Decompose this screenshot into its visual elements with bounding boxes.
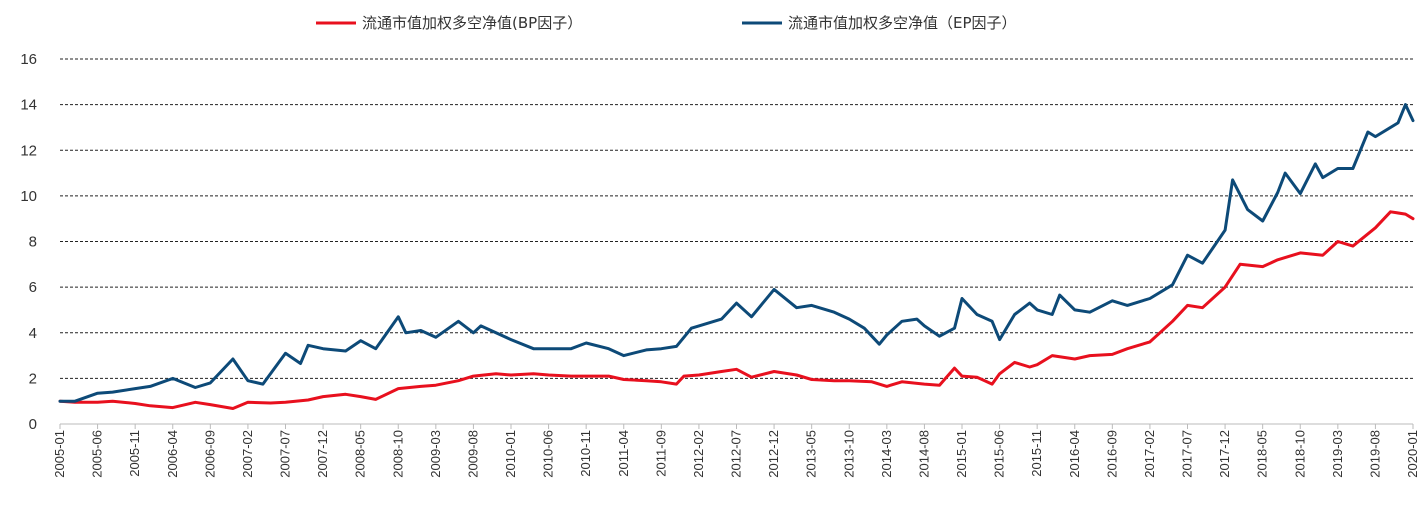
y-tick-label: 14 xyxy=(20,97,37,114)
y-tick-label: 16 xyxy=(20,51,37,68)
x-tick-label: 2017-12 xyxy=(1217,430,1232,478)
legend-label-ep: 流通市值加权多空净值（EP因子） xyxy=(788,14,1017,32)
legend: 流通市值加权多空净值(BP因子） 流通市值加权多空净值（EP因子） xyxy=(316,14,1017,32)
x-tick-label: 2007-02 xyxy=(240,430,255,478)
x-tick-label: 2005-06 xyxy=(90,430,105,478)
x-tick-label: 2019-08 xyxy=(1367,430,1382,478)
x-tick-label: 2011-09 xyxy=(653,430,668,477)
x-tick-label: 2012-12 xyxy=(766,430,781,478)
x-tick-label: 2017-07 xyxy=(1180,430,1195,478)
x-tick-label: 2012-02 xyxy=(691,430,706,478)
x-tick-label: 2017-02 xyxy=(1142,430,1157,478)
x-tick-label: 2019-03 xyxy=(1330,430,1345,478)
x-tick-label: 2008-05 xyxy=(353,430,368,478)
gridlines xyxy=(60,58,1413,379)
y-tick-label: 12 xyxy=(20,142,37,159)
y-tick-label: 0 xyxy=(29,416,37,433)
x-tick-label: 2010-11 xyxy=(578,430,593,477)
x-tick-label: 2011-04 xyxy=(616,430,631,477)
ep-factor-line xyxy=(58,103,1415,403)
y-tick-label: 10 xyxy=(20,188,37,205)
x-tick-label: 2015-06 xyxy=(992,430,1007,478)
x-tick-label: 2014-08 xyxy=(916,430,931,478)
y-tick-label: 8 xyxy=(29,234,37,251)
x-axis: 2005-01 2005-06 2005-11 2006-04 2006-09 2007-… xyxy=(52,423,1420,478)
x-tick-label: 2015-01 xyxy=(954,430,969,478)
legend-label-bp: 流通市值加权多空净值(BP因子） xyxy=(362,14,582,32)
x-tick-label: 2009-08 xyxy=(465,430,480,478)
x-tick-label: 2013-10 xyxy=(841,430,856,478)
x-tick-label: 2018-10 xyxy=(1292,430,1307,478)
x-tick-label: 2015-11 xyxy=(1029,430,1044,477)
y-tick-label: 6 xyxy=(29,279,37,296)
x-tick-label: 2014-03 xyxy=(879,430,894,478)
y-tick-label: 2 xyxy=(29,370,37,387)
x-tick-label: 2009-03 xyxy=(428,430,443,478)
y-tick-label: 4 xyxy=(29,325,37,342)
x-tick-label: 2007-07 xyxy=(278,430,293,478)
y-axis: 0 2 4 6 8 10 12 14 16 xyxy=(20,51,37,433)
x-tick-label: 2005-11 xyxy=(127,430,142,477)
x-tick-label: 2005-01 xyxy=(52,430,67,478)
x-tick-label: 2016-09 xyxy=(1104,430,1119,478)
x-tick-label: 2010-06 xyxy=(541,430,556,478)
x-tick-label: 2013-05 xyxy=(804,430,819,478)
x-tick-label: 2010-01 xyxy=(503,430,518,478)
x-tick-label: 2020-01 xyxy=(1405,430,1420,478)
x-tick-label: 2008-10 xyxy=(390,430,405,478)
x-tick-label: 2018-05 xyxy=(1255,430,1270,478)
x-tick-label: 2006-09 xyxy=(202,430,217,478)
series-lines xyxy=(58,103,1415,410)
bp-factor-line xyxy=(58,210,1415,410)
x-tick-label: 2007-12 xyxy=(315,430,330,478)
x-tick-label: 2012-07 xyxy=(729,430,744,478)
x-tick-label: 2006-04 xyxy=(165,430,180,478)
x-tick-label: 2016-04 xyxy=(1067,430,1082,478)
